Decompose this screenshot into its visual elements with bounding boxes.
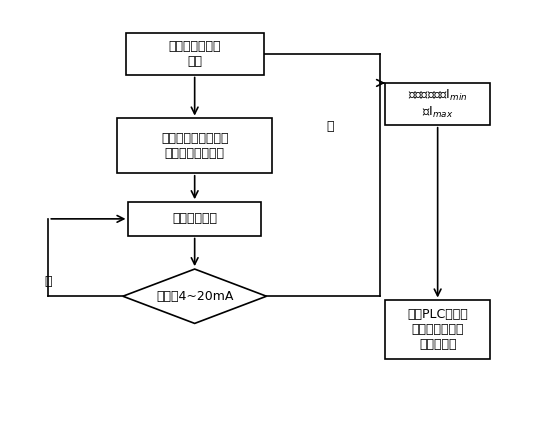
Text: 电流在4~20mA: 电流在4~20mA	[156, 290, 233, 303]
Text: 否: 否	[44, 275, 52, 288]
Text: 确定实际电流I$_{min}$
到I$_{max}$: 确定实际电流I$_{min}$ 到I$_{max}$	[408, 88, 467, 120]
FancyBboxPatch shape	[117, 118, 272, 173]
Text: 调式固定电压: 调式固定电压	[172, 212, 217, 225]
FancyBboxPatch shape	[385, 301, 490, 359]
Text: 转换PLC实际电
流的值，显示到
计算机画面: 转换PLC实际电 流的值，显示到 计算机画面	[407, 308, 468, 351]
FancyBboxPatch shape	[385, 83, 490, 125]
Text: 是: 是	[326, 120, 334, 133]
FancyBboxPatch shape	[128, 202, 261, 236]
FancyBboxPatch shape	[125, 33, 264, 75]
Text: 推出加氯机电位器随
工作状态变化规律: 推出加氯机电位器随 工作状态变化规律	[161, 132, 229, 160]
Polygon shape	[123, 269, 266, 323]
Text: 测定电位器电阻
范围: 测定电位器电阻 范围	[168, 40, 221, 68]
